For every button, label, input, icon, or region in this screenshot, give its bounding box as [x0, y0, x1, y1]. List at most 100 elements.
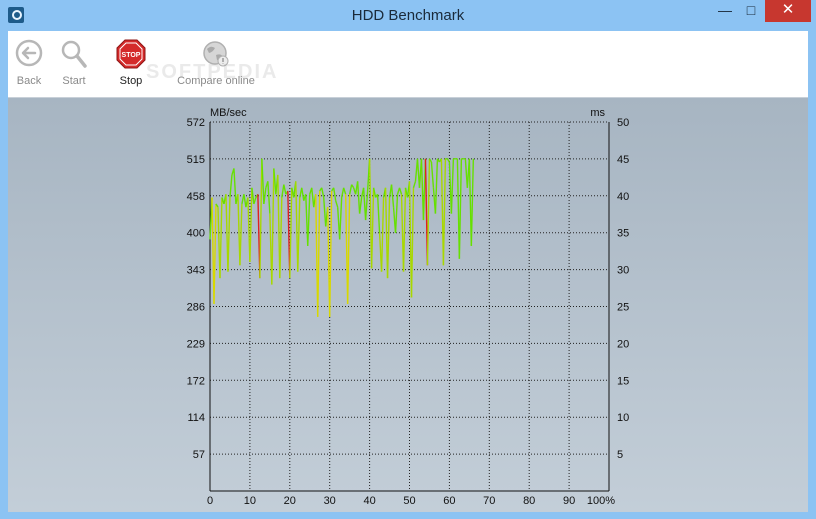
series-segment	[271, 168, 275, 285]
y-right-tick-label: 20	[617, 338, 629, 350]
toolbar: Back Start STOP Stop	[8, 31, 808, 98]
series-segment	[279, 197, 283, 279]
series-segment	[249, 187, 253, 263]
series-segment	[410, 187, 415, 298]
x-tick-label: 0	[207, 495, 213, 507]
chart-series	[209, 158, 475, 317]
y-right-tick-label: 5	[617, 449, 623, 461]
series-segment	[348, 184, 353, 195]
x-tick-label: 60	[443, 495, 455, 507]
x-tick-label: 100%	[587, 495, 615, 507]
series-segment	[364, 190, 369, 221]
stop-label: Stop	[119, 75, 143, 87]
y-right-tick-label: 30	[617, 265, 629, 277]
left-axis-unit: MB/sec	[210, 107, 247, 119]
y-right-tick-label: 50	[617, 117, 629, 129]
series-segment	[412, 181, 417, 189]
minimize-button[interactable]: —	[718, 2, 732, 18]
series-segment	[428, 158, 433, 163]
series-segment	[237, 194, 241, 266]
x-tick-label: 10	[244, 495, 256, 507]
series-segment	[332, 187, 337, 201]
chart-labels: 5725154584003432862291721145750454035302…	[187, 107, 630, 507]
series-segment	[281, 184, 285, 198]
x-tick-label: 50	[403, 495, 415, 507]
y-left-tick-label: 400	[187, 228, 205, 240]
x-tick-label: 30	[324, 495, 336, 507]
series-segment	[261, 158, 265, 204]
series-segment	[229, 174, 233, 198]
title-bar[interactable]: HDD Benchmark — □ ✕	[0, 0, 816, 31]
series-segment	[446, 158, 450, 163]
series-segment	[394, 194, 399, 233]
series-segment	[267, 181, 271, 214]
y-left-tick-label: 343	[187, 265, 205, 277]
series-segment	[380, 197, 385, 272]
series-segment	[317, 191, 321, 317]
series-segment	[297, 197, 301, 272]
window-title: HDD Benchmark	[351, 7, 465, 24]
series-segment	[368, 158, 373, 269]
series-segment	[233, 168, 237, 204]
series-segment	[323, 197, 327, 227]
series-segment	[342, 187, 347, 195]
y-left-tick-label: 114	[187, 412, 205, 424]
start-label: Start	[62, 75, 86, 87]
y-right-tick-label: 15	[617, 375, 629, 387]
series-segment	[376, 194, 381, 233]
series-segment	[402, 187, 407, 272]
series-segment	[329, 191, 333, 317]
series-segment	[301, 187, 305, 201]
y-right-tick-label: 45	[617, 154, 629, 166]
series-segment	[384, 187, 389, 279]
series-segment	[434, 158, 439, 214]
x-tick-label: 40	[363, 495, 375, 507]
series-segment	[346, 194, 351, 304]
back-label: Back	[16, 75, 42, 87]
series-segment	[239, 203, 243, 266]
y-right-tick-label: 35	[617, 228, 629, 240]
series-segment	[372, 187, 377, 198]
series-segment	[370, 187, 375, 269]
series-segment	[283, 184, 287, 195]
compare-online-button[interactable]: Compare online	[168, 31, 264, 97]
y-right-tick-label: 40	[617, 191, 629, 203]
series-segment	[253, 197, 257, 205]
benchmark-panel: 572 515 458 400 343 286 229 172 114 57 50 45 40 35 30 2…	[8, 98, 808, 512]
series-segment	[259, 158, 263, 279]
back-button[interactable]: Back	[8, 31, 50, 97]
back-arrow-icon	[15, 39, 43, 72]
series-segment	[213, 203, 217, 304]
series-segment	[362, 187, 367, 221]
y-right-tick-label: 25	[617, 302, 629, 314]
series-segment	[390, 184, 395, 208]
series-segment	[215, 203, 219, 208]
series-segment	[340, 187, 345, 198]
stop-sign-text: STOP	[122, 52, 141, 59]
y-left-tick-label: 572	[187, 117, 205, 129]
magnifier-icon	[60, 39, 88, 74]
x-tick-label: 90	[563, 495, 575, 507]
y-right-tick-label: 10	[617, 412, 629, 424]
y-left-tick-label: 172	[187, 375, 205, 387]
app-icon	[8, 7, 24, 23]
maximize-button[interactable]: □	[746, 2, 756, 18]
series-segment	[243, 194, 247, 208]
stop-sign-icon: STOP	[116, 39, 146, 74]
series-segment	[398, 187, 403, 195]
x-tick-label: 20	[284, 495, 296, 507]
y-left-tick-label: 229	[187, 338, 205, 350]
series-segment	[358, 197, 363, 214]
series-segment	[251, 187, 255, 205]
y-left-tick-label: 515	[187, 154, 205, 166]
y-left-tick-label: 286	[187, 302, 205, 314]
series-segment	[227, 197, 231, 272]
chart-grid	[209, 121, 610, 492]
close-button[interactable]: ✕	[765, 0, 811, 22]
series-segment	[458, 158, 463, 259]
y-left-tick-label: 458	[187, 191, 205, 203]
compare-online-label: Compare online	[177, 75, 255, 87]
start-button[interactable]: Start	[54, 31, 94, 97]
stop-button[interactable]: STOP Stop	[110, 31, 152, 97]
